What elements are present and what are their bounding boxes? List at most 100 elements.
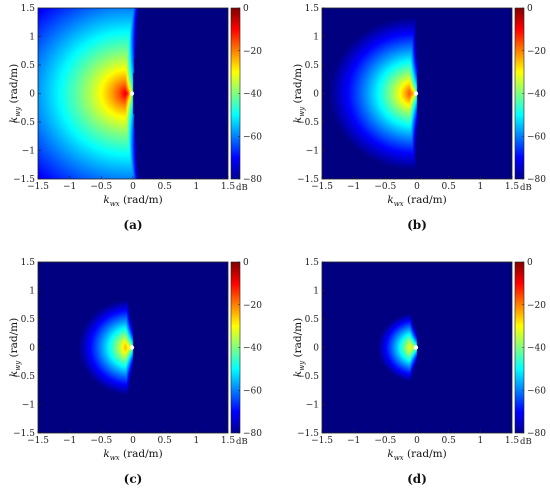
y-ticks-a: 1.5 1 0.5 0 −0.5 −1 −1.5 (13, 4, 41, 185)
colorbar-gradient-b (515, 8, 524, 179)
y-tick-label: 1.5 (21, 4, 36, 14)
colorbar-ticks-c: 0 −20 −40 −60 −80 (238, 258, 262, 439)
x-tick-label: 0 (414, 182, 420, 192)
colorbar-tick-label: 0 (527, 4, 533, 14)
panel-b: −1.5 −1 −0.5 0 0.5 1 1.5 1.5 1 0.5 0 −0.5 −1 −1.5 kw… (292, 4, 546, 232)
y-tick-label: −0.5 (297, 118, 319, 128)
x-axis-label-d: kwx (rad/m) (387, 448, 446, 462)
colorbar-tick-label: −40 (527, 90, 546, 100)
y-tick-label: 0 (313, 344, 319, 354)
y-tick-label: −1.5 (13, 175, 35, 185)
panel-d: −1.5 −1 −0.5 0 0.5 1 1.5 1.5 1 0.5 0 −0.5 −1 −1.5 kw… (292, 258, 546, 486)
colorbar-a: 0 −20 −40 −60 −80 dB (230, 4, 262, 193)
y-tick-label: 0 (29, 344, 35, 354)
colorbar-unit-b: dB (520, 183, 532, 193)
colorbar-tick-label: 0 (243, 4, 249, 14)
colorbar-tick-label: −20 (527, 301, 546, 311)
x-tick-label: 1 (193, 182, 199, 192)
x-ticks-a: −1.5 −1 −0.5 0 0.5 1 1.5 (27, 176, 235, 192)
y-tick-label: −1 (306, 147, 319, 157)
x-axis-label-b: kwx (rad/m) (387, 194, 446, 208)
x-tick-label: −1.5 (311, 436, 333, 446)
y-axis-label-d: kwy (rad/m) (292, 318, 306, 377)
x-tick-label: −1 (347, 182, 360, 192)
y-axis-label-b: kwy (rad/m) (292, 64, 306, 123)
origin-marker-d (413, 345, 419, 350)
y-ticks-b: 1.5 1 0.5 0 −0.5 −1 −1.5 (297, 4, 325, 185)
y-tick-label: −1.5 (297, 175, 319, 185)
y-tick-label: 1.5 (305, 4, 320, 14)
x-ticks-b: −1.5 −1 −0.5 0 0.5 1 1.5 (311, 176, 519, 192)
colorbar-tick-label: −20 (243, 47, 262, 57)
colorbar-tick-label: 0 (243, 258, 249, 268)
colorbar-tick-label: 0 (527, 258, 533, 268)
panel-c: −1.5 −1 −0.5 0 0.5 1 1.5 1.5 1 0.5 0 −0.5 −1 −1.5 kw… (8, 258, 262, 486)
y-tick-label: −1.5 (297, 429, 319, 439)
x-tick-label: 0 (130, 436, 136, 446)
y-tick-label: −0.5 (297, 372, 319, 382)
colorbar-tick-label: −80 (527, 429, 546, 439)
origin-marker-b (413, 91, 419, 96)
y-tick-label: −1 (22, 147, 35, 157)
colorbar-ticks-d: 0 −20 −40 −60 −80 (522, 258, 546, 439)
x-tick-label: −1 (347, 436, 360, 446)
x-tick-label: 1 (477, 182, 483, 192)
colorbar-tick-label: −80 (527, 175, 546, 185)
colorbar-tick-label: −60 (243, 386, 262, 396)
x-tick-label: −1 (63, 182, 76, 192)
y-tick-label: −0.5 (13, 372, 35, 382)
colorbar-unit-a: dB (236, 183, 248, 193)
y-tick-label: −1 (22, 401, 35, 411)
y-tick-label: 0 (313, 90, 319, 100)
y-axis-label-c: kwy (rad/m) (8, 318, 22, 377)
y-tick-label: 1.5 (21, 258, 36, 268)
y-tick-label: 0.5 (21, 315, 36, 325)
y-tick-label: −1.5 (13, 429, 35, 439)
colorbar-gradient-c (231, 262, 240, 433)
x-tick-label: −0.5 (374, 436, 396, 446)
colorbar-tick-label: −80 (243, 429, 262, 439)
y-tick-label: 1 (313, 33, 319, 43)
colorbar-tick-label: −60 (527, 386, 546, 396)
origin-marker-c (129, 345, 135, 350)
y-tick-label: 0.5 (305, 315, 320, 325)
x-tick-label: 0.5 (442, 182, 457, 192)
y-tick-label: 1 (313, 287, 319, 297)
x-tick-label: −1.5 (27, 436, 49, 446)
x-tick-label: −1.5 (311, 182, 333, 192)
x-ticks-d: −1.5 −1 −0.5 0 0.5 1 1.5 (311, 430, 519, 446)
colorbar-tick-label: −40 (243, 90, 262, 100)
colorbar-ticks-a: 0 −20 −40 −60 −80 (238, 4, 262, 185)
y-ticks-d: 1.5 1 0.5 0 −0.5 −1 −1.5 (297, 258, 325, 439)
y-tick-label: −1 (306, 401, 319, 411)
colorbar-gradient-d (515, 262, 524, 433)
x-tick-label: 0.5 (158, 182, 173, 192)
x-tick-label: 1.5 (505, 182, 520, 192)
y-ticks-c: 1.5 1 0.5 0 −0.5 −1 −1.5 (13, 258, 41, 439)
caption-c: (c) (124, 472, 143, 486)
colorbar-tick-label: −60 (527, 132, 546, 142)
colorbar-tick-label: −60 (243, 132, 262, 142)
colorbar-tick-label: −20 (243, 301, 262, 311)
colorbar-tick-label: −80 (243, 175, 262, 185)
x-tick-label: −1.5 (27, 182, 49, 192)
y-axis-label-a: kwy (rad/m) (8, 64, 22, 123)
colorbar-tick-label: −20 (527, 47, 546, 57)
y-tick-label: 0.5 (21, 61, 36, 71)
x-tick-label: 1.5 (221, 436, 236, 446)
y-tick-label: 1.5 (305, 258, 320, 268)
y-tick-label: 0 (29, 90, 35, 100)
colorbar-tick-label: −40 (243, 344, 262, 354)
x-axis-label-c: kwx (rad/m) (103, 448, 162, 462)
colorbar-d: 0 −20 −40 −60 −80 dB (514, 258, 546, 447)
x-axis-label-a: kwx (rad/m) (103, 194, 162, 208)
x-tick-label: −0.5 (374, 182, 396, 192)
caption-a: (a) (123, 218, 142, 232)
colorbar-tick-label: −40 (527, 344, 546, 354)
colorbar-c: 0 −20 −40 −60 −80 dB (230, 258, 262, 447)
colorbar-unit-d: dB (520, 437, 532, 447)
caption-d: (d) (407, 472, 427, 486)
colorbar-b: 0 −20 −40 −60 −80 dB (514, 4, 546, 193)
x-tick-label: 0.5 (158, 436, 173, 446)
